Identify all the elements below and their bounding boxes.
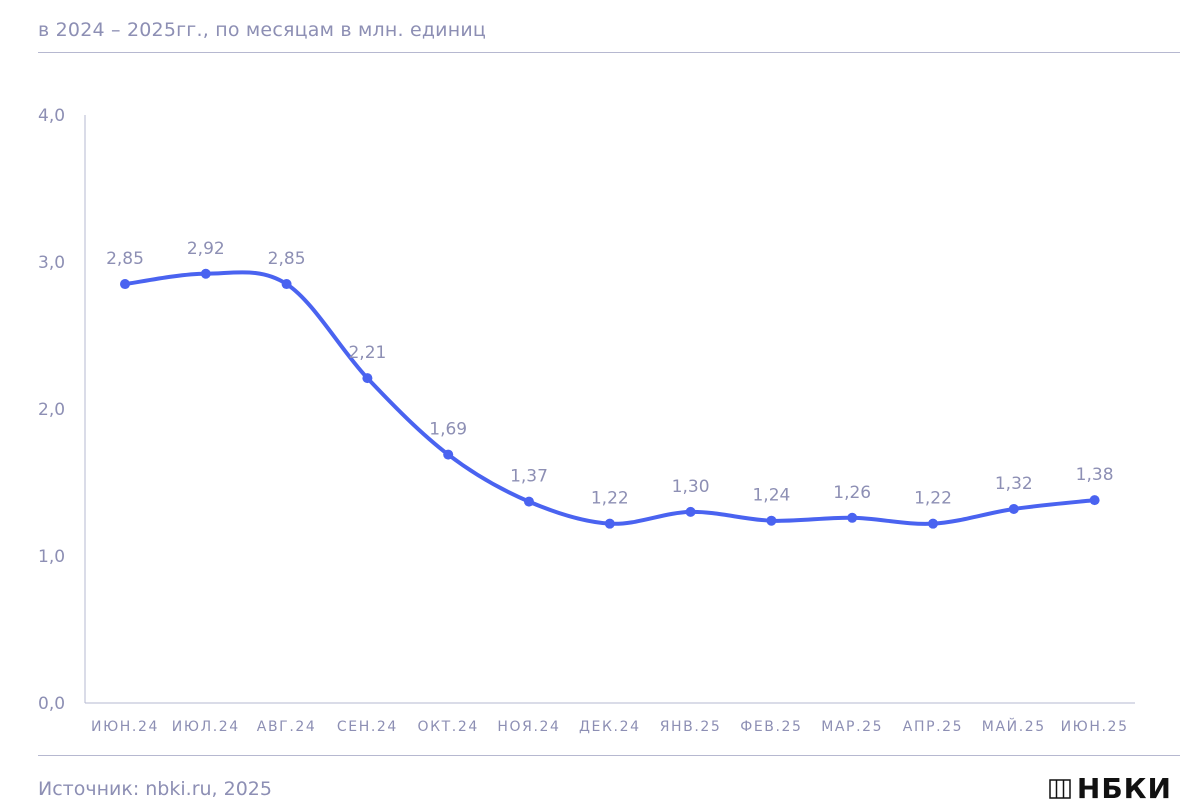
x-tick-label: АПР.25 bbox=[903, 719, 963, 735]
x-tick-label: ФЕВ.25 bbox=[740, 719, 802, 735]
data-label: 1,26 bbox=[833, 483, 871, 503]
chart-axes bbox=[84, 115, 1135, 704]
x-tick-label: ЯНВ.25 bbox=[660, 719, 722, 735]
data-label: 1,24 bbox=[752, 486, 790, 506]
data-label: 1,22 bbox=[914, 489, 952, 509]
source-note: Источник: nbki.ru, 2025 bbox=[38, 778, 272, 800]
x-tick-label: ИЮЛ.24 bbox=[172, 719, 240, 735]
x-tick-label: СЕН.24 bbox=[337, 719, 398, 735]
data-label: 2,92 bbox=[187, 239, 225, 259]
data-label: 1,37 bbox=[510, 467, 548, 487]
x-tick-label: ИЮН.24 bbox=[91, 719, 159, 735]
data-point bbox=[281, 279, 292, 290]
data-label: 2,85 bbox=[106, 249, 144, 269]
y-tick-label: 3,0 bbox=[38, 253, 65, 273]
data-point bbox=[1089, 495, 1100, 506]
footer-divider bbox=[38, 755, 1180, 756]
data-label: 2,21 bbox=[348, 343, 386, 363]
data-point bbox=[362, 373, 373, 384]
x-axis-ticks: ИЮН.24 ИЮЛ.24 АВГ.24 СЕН.24 ОКТ.24 НОЯ.24 ДЕК.… bbox=[91, 717, 1129, 735]
y-axis-ticks: 0,0 1,0 2,0 3,0 4,0 bbox=[38, 106, 65, 714]
data-point bbox=[1008, 503, 1019, 514]
data-point bbox=[847, 512, 858, 523]
data-label: 1,69 bbox=[429, 420, 467, 440]
x-tick-label: АВГ.24 bbox=[257, 719, 317, 735]
x-tick-label: НОЯ.24 bbox=[497, 719, 560, 735]
data-label: 1,22 bbox=[591, 489, 629, 509]
data-label: 2,85 bbox=[268, 249, 306, 269]
header-divider bbox=[38, 52, 1180, 53]
x-tick-label: ИЮН.25 bbox=[1061, 719, 1129, 735]
data-point bbox=[524, 496, 534, 507]
series-line bbox=[123, 270, 1097, 526]
data-point bbox=[766, 515, 777, 526]
data-label: 1,38 bbox=[1076, 465, 1114, 485]
x-tick-label: ОКТ.24 bbox=[418, 719, 479, 735]
x-tick-label: ДЕК.24 bbox=[579, 719, 641, 735]
y-tick-label: 0,0 bbox=[38, 694, 65, 714]
x-tick-label: МАЙ.25 bbox=[982, 717, 1046, 735]
line-chart: 0,0 1,0 2,0 3,0 4,0 ИЮН.24 ИЮЛ.24 АВГ.24 СЕН.24… bbox=[38, 106, 1135, 735]
data-point bbox=[120, 279, 130, 290]
data-label: 1,30 bbox=[672, 477, 710, 497]
data-label: 1,32 bbox=[995, 474, 1033, 494]
chart-subtitle: в 2024 – 2025гг., по месяцам в млн. един… bbox=[38, 19, 487, 41]
y-tick-label: 4,0 bbox=[38, 106, 65, 126]
data-point bbox=[443, 449, 454, 460]
nbki-logo: НБКИ bbox=[1049, 772, 1172, 805]
logo-text: НБКИ bbox=[1076, 772, 1172, 805]
data-labels: 2,85 2,92 2,85 2,21 1,69 1,37 1,22 1,30 1,24 1,26… bbox=[106, 239, 1113, 509]
data-point bbox=[200, 268, 211, 279]
data-point bbox=[928, 518, 938, 529]
logo-grid-icon bbox=[1049, 778, 1071, 799]
data-point bbox=[604, 518, 615, 529]
y-tick-label: 2,0 bbox=[38, 400, 65, 420]
series-group bbox=[120, 268, 1100, 529]
x-tick-label: МАР.25 bbox=[821, 719, 883, 735]
data-point bbox=[685, 506, 696, 517]
y-tick-label: 1,0 bbox=[38, 547, 65, 567]
